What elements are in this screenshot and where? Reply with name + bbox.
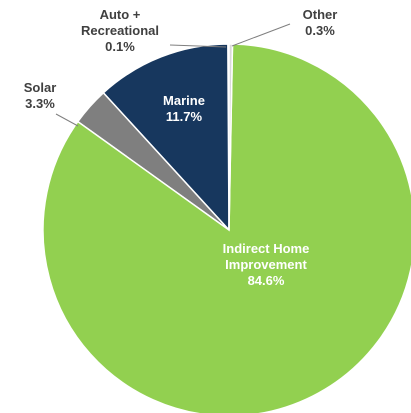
slice-label: Other 0.3% xyxy=(290,7,350,39)
leader-line xyxy=(169,44,227,48)
pie-slice xyxy=(42,43,411,413)
value-label: 84.6% xyxy=(247,273,285,288)
category-label: Solar xyxy=(23,80,57,95)
value-label: 0.3% xyxy=(305,23,335,38)
slice-label: Marine 11.7% xyxy=(149,93,219,125)
category-label: Marine xyxy=(163,93,205,108)
value-label: 11.7% xyxy=(165,109,203,124)
slice-label: Auto + Recreational 0.1% xyxy=(65,7,175,55)
pie-slice xyxy=(102,43,230,232)
category-label: Auto + Recreational xyxy=(80,7,160,38)
leader-line xyxy=(55,113,79,127)
pie-slice xyxy=(228,43,234,231)
slice-label: Indirect Home Improvement 84.6% xyxy=(201,241,331,289)
value-label: 3.3% xyxy=(25,96,55,111)
value-label: 0.1% xyxy=(105,39,135,54)
category-label: Other xyxy=(302,7,338,22)
leader-line xyxy=(231,23,291,47)
slice-label: Solar 3.3% xyxy=(15,80,65,112)
category-label: Indirect Home Improvement xyxy=(222,241,310,272)
